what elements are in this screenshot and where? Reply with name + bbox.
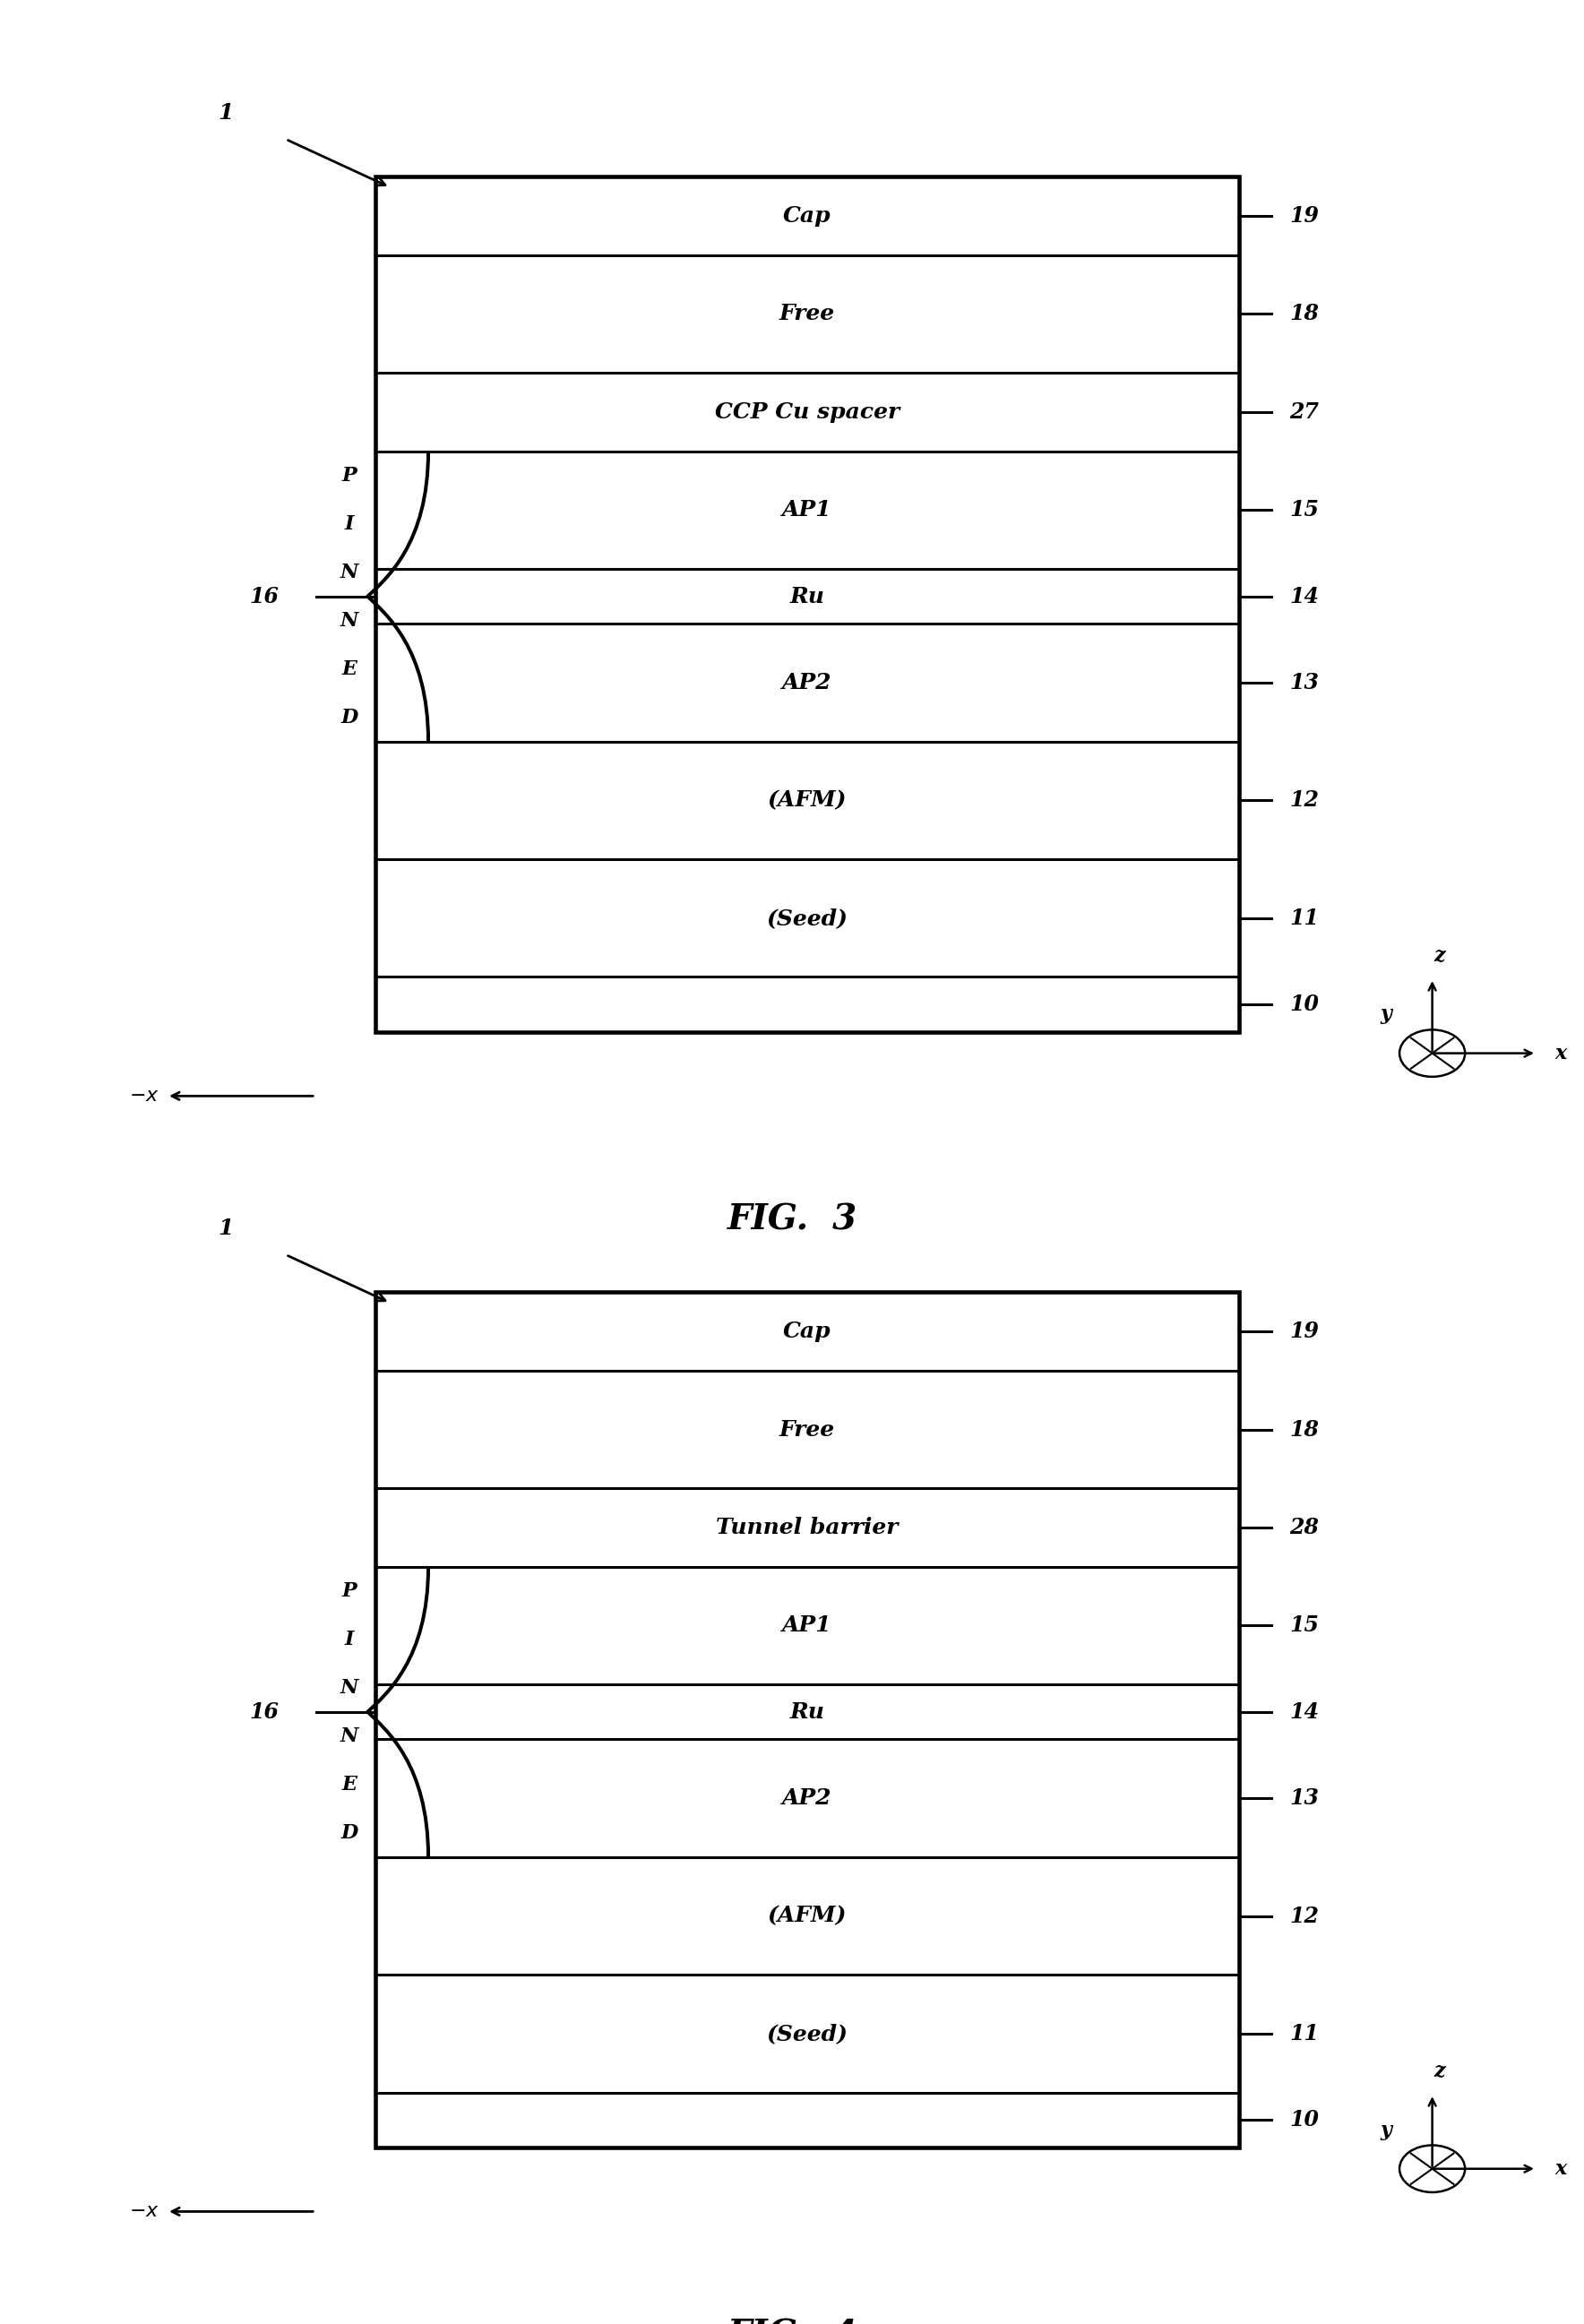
Text: D: D bbox=[341, 706, 358, 727]
Text: Cap: Cap bbox=[782, 205, 832, 228]
Text: N: N bbox=[341, 1727, 358, 1745]
Text: 12: 12 bbox=[1289, 1906, 1319, 1927]
Text: 10: 10 bbox=[1289, 995, 1319, 1016]
Text: 1: 1 bbox=[219, 102, 234, 123]
Text: AP1: AP1 bbox=[782, 500, 832, 521]
Text: y: y bbox=[1381, 1004, 1392, 1025]
Text: 18: 18 bbox=[1289, 1418, 1319, 1441]
Text: (AFM): (AFM) bbox=[767, 790, 846, 811]
Text: 13: 13 bbox=[1289, 1787, 1319, 1808]
Text: (Seed): (Seed) bbox=[767, 2022, 847, 2045]
Text: AP1: AP1 bbox=[782, 1615, 832, 1636]
Text: 14: 14 bbox=[1289, 586, 1319, 607]
Text: 16: 16 bbox=[249, 586, 279, 607]
Text: 15: 15 bbox=[1289, 500, 1319, 521]
Text: N: N bbox=[341, 562, 358, 581]
Text: $-x$: $-x$ bbox=[128, 2201, 158, 2222]
Text: P: P bbox=[342, 1580, 356, 1601]
Text: N: N bbox=[341, 611, 358, 630]
Text: z: z bbox=[1434, 2061, 1445, 2080]
Text: Ru: Ru bbox=[789, 586, 824, 607]
Text: 1: 1 bbox=[219, 1218, 234, 1239]
Text: CCP Cu spacer: CCP Cu spacer bbox=[714, 402, 900, 423]
Text: AP2: AP2 bbox=[782, 672, 832, 693]
Text: N: N bbox=[341, 1678, 358, 1697]
Text: Ru: Ru bbox=[789, 1701, 824, 1722]
Text: E: E bbox=[342, 1776, 356, 1794]
Text: 27: 27 bbox=[1289, 402, 1319, 423]
Text: 11: 11 bbox=[1289, 2022, 1319, 2045]
Text: Free: Free bbox=[779, 1418, 835, 1441]
Text: y: y bbox=[1381, 2119, 1392, 2140]
Text: Cap: Cap bbox=[782, 1320, 832, 1343]
Text: 28: 28 bbox=[1289, 1518, 1319, 1538]
Text: Free: Free bbox=[779, 302, 835, 325]
Text: I: I bbox=[345, 1629, 355, 1650]
Text: FIG.  4: FIG. 4 bbox=[727, 2319, 857, 2324]
Text: x: x bbox=[1554, 2159, 1567, 2178]
Text: 16: 16 bbox=[249, 1701, 279, 1722]
Text: Tunnel barrier: Tunnel barrier bbox=[716, 1518, 898, 1538]
Text: D: D bbox=[341, 1822, 358, 1843]
Text: 19: 19 bbox=[1289, 1320, 1319, 1343]
Text: 19: 19 bbox=[1289, 205, 1319, 228]
Bar bbox=[375, 1292, 1239, 2147]
Text: E: E bbox=[342, 660, 356, 679]
Text: z: z bbox=[1434, 946, 1445, 964]
Text: x: x bbox=[1554, 1043, 1567, 1062]
Text: P: P bbox=[342, 465, 356, 486]
Text: 12: 12 bbox=[1289, 790, 1319, 811]
Text: AP2: AP2 bbox=[782, 1787, 832, 1808]
Text: 15: 15 bbox=[1289, 1615, 1319, 1636]
Text: 14: 14 bbox=[1289, 1701, 1319, 1722]
Text: (AFM): (AFM) bbox=[767, 1906, 846, 1927]
Text: $-x$: $-x$ bbox=[128, 1085, 158, 1106]
Bar bbox=[375, 177, 1239, 1032]
Text: 11: 11 bbox=[1289, 906, 1319, 930]
Text: 10: 10 bbox=[1289, 2110, 1319, 2131]
Text: 13: 13 bbox=[1289, 672, 1319, 693]
Text: 18: 18 bbox=[1289, 302, 1319, 325]
Text: FIG.  3: FIG. 3 bbox=[727, 1204, 857, 1236]
Text: (Seed): (Seed) bbox=[767, 906, 847, 930]
Text: I: I bbox=[345, 514, 355, 535]
